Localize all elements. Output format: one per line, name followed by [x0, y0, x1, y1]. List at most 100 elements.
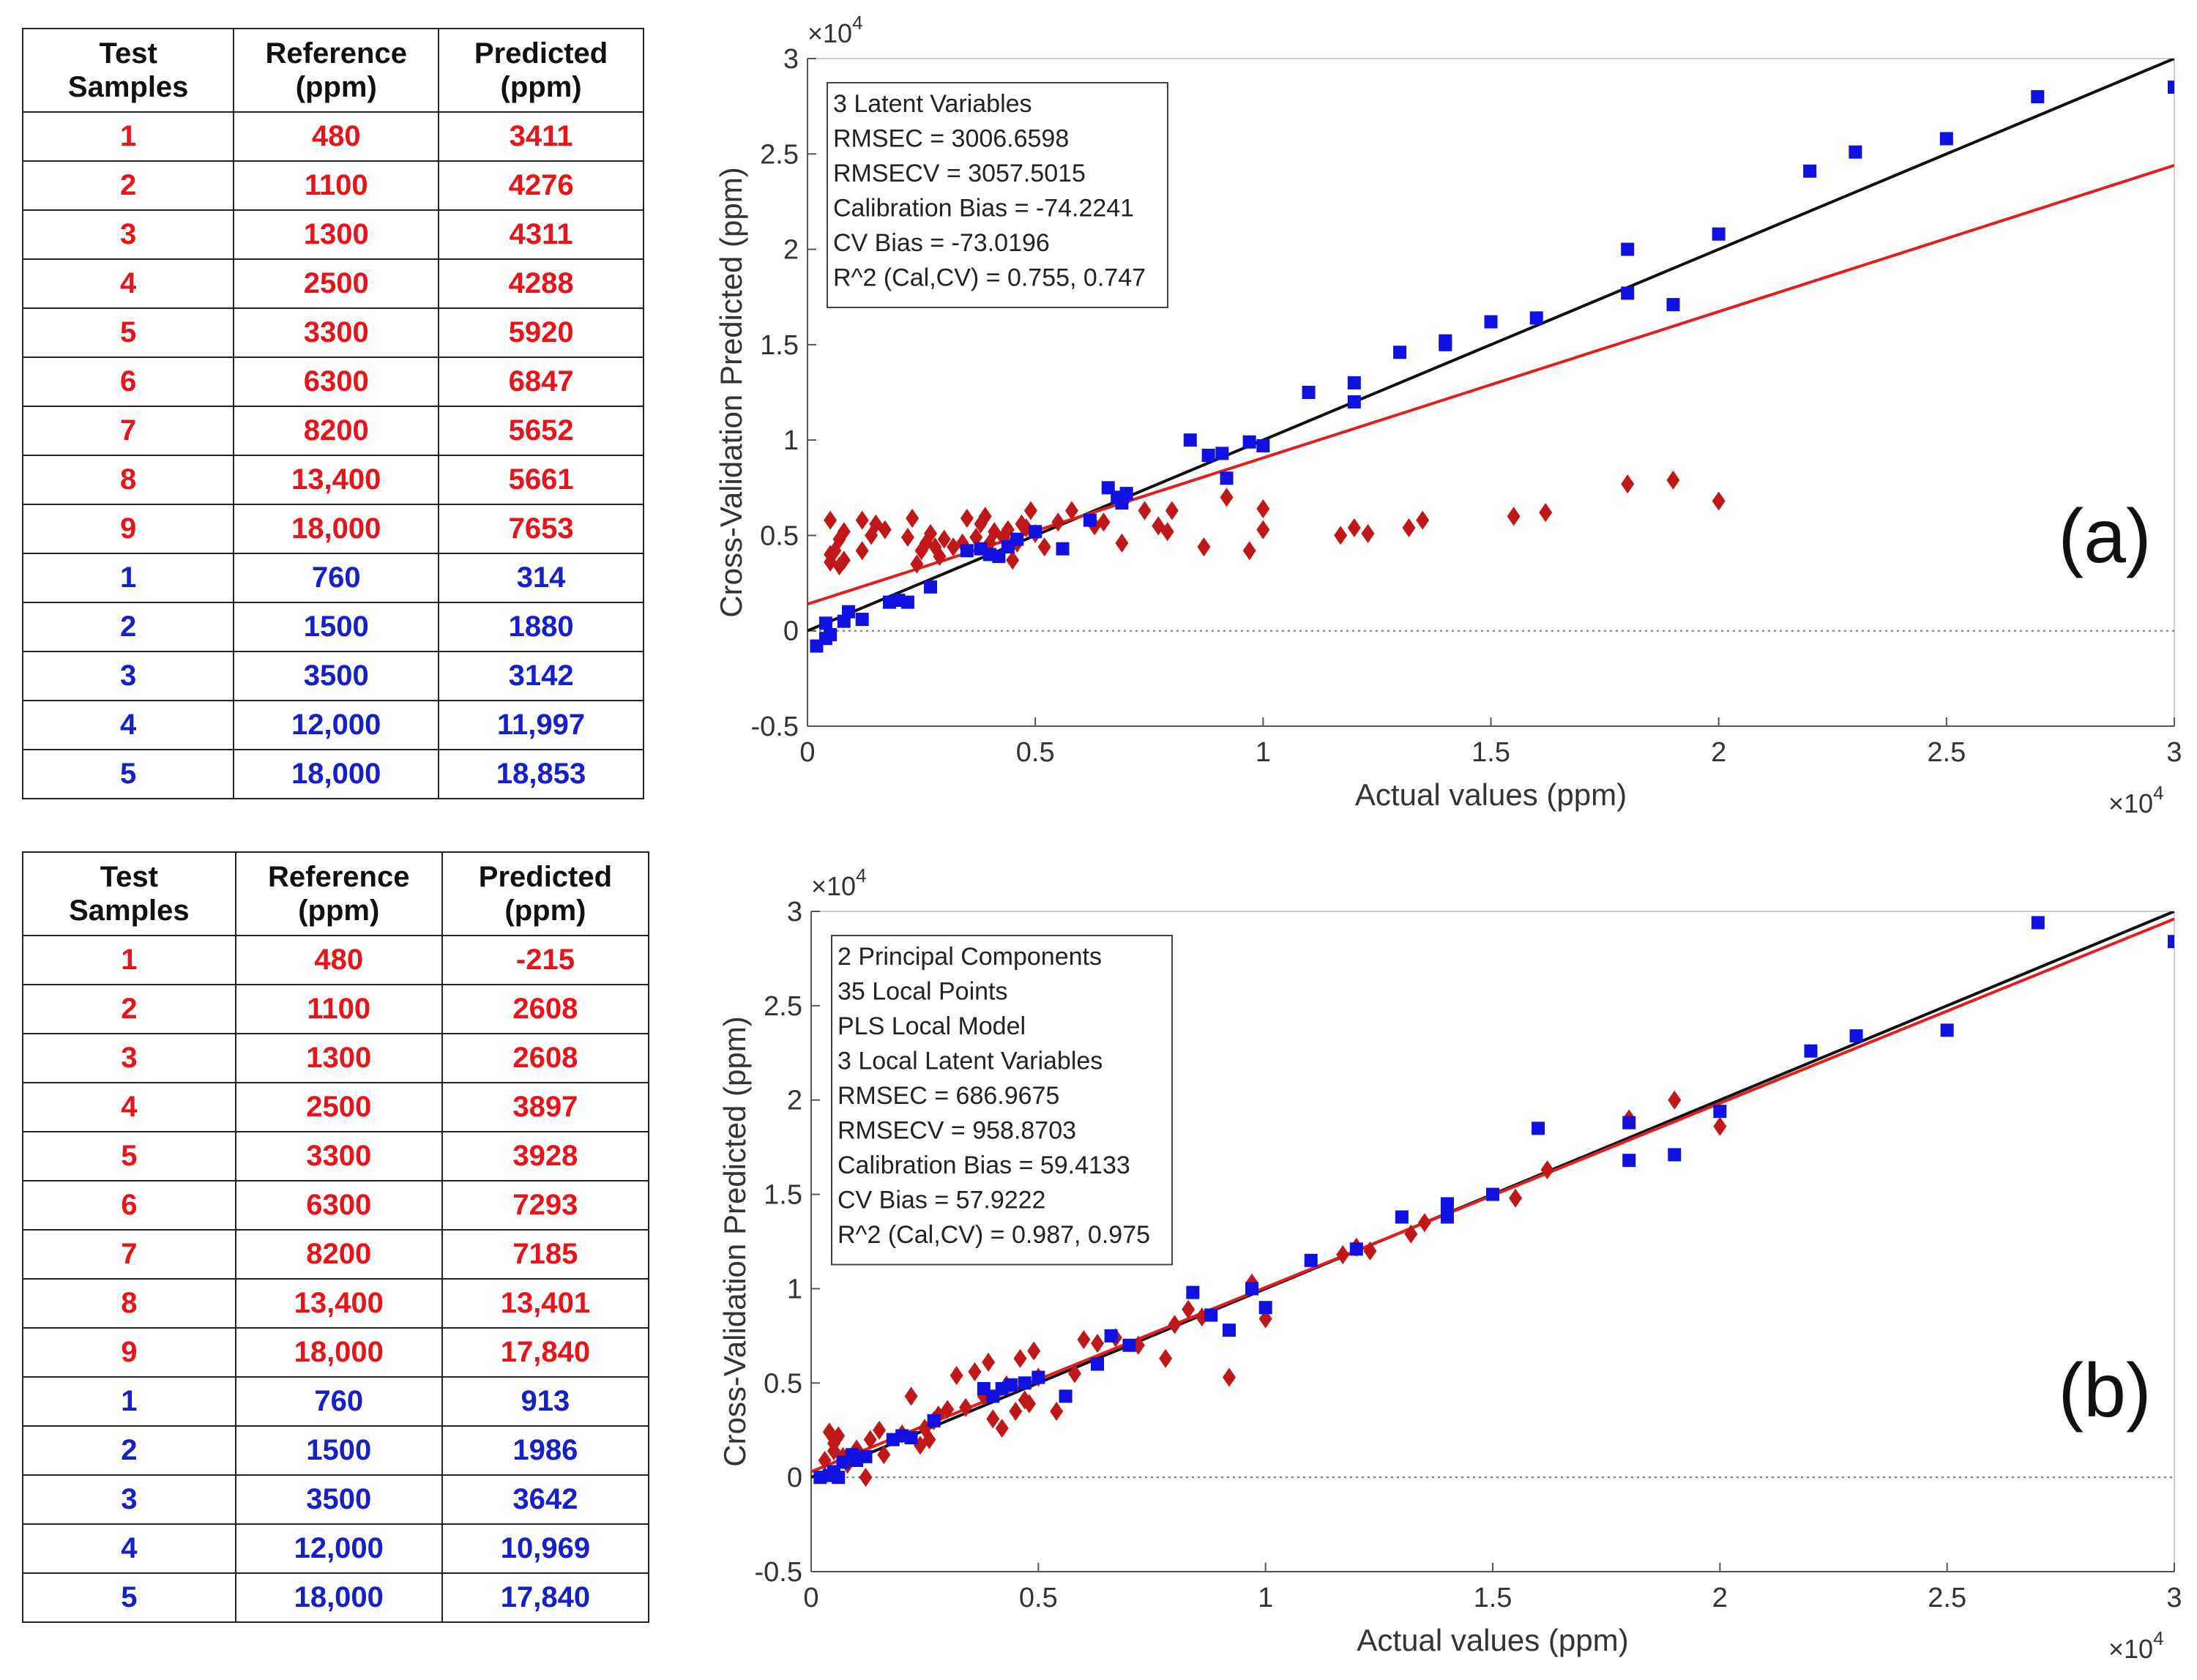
header-test-samples: Test Samples [21, 28, 235, 113]
cell-reference: 1300 [233, 209, 440, 260]
data-point-square [1201, 448, 1215, 462]
y-tick-label: 2.5 [760, 139, 799, 170]
table-row: 4 2500 3897 [22, 1082, 650, 1132]
cell-sample: 7 [22, 1229, 236, 1280]
header-reference: Reference (ppm) [233, 28, 440, 113]
cell-predicted: 913 [441, 1376, 650, 1427]
data-point-diamond [1009, 1401, 1023, 1421]
data-point-diamond [1347, 518, 1361, 538]
series-red-diamond [818, 1090, 1727, 1487]
cell-reference: 13,400 [233, 455, 440, 505]
x-tick-label: 2.5 [1928, 1583, 1966, 1613]
data-point-diamond [1416, 510, 1430, 530]
cell-sample: 9 [22, 1327, 236, 1378]
table-row: 7 8200 7185 [22, 1229, 650, 1280]
data-point-diamond [960, 508, 974, 528]
data-point-diamond [1138, 501, 1152, 520]
data-point-square [1183, 433, 1197, 447]
data-point-diamond [1197, 537, 1211, 557]
stats-line: 3 Local Latent Variables [838, 1048, 1103, 1075]
data-point-square [832, 1471, 846, 1485]
table-row: 2 1500 1986 [22, 1425, 650, 1476]
cell-sample: 5 [22, 1572, 236, 1623]
chart-panel-1: 0 0.5 1 1.5 2 2.5 3-0.500.511.522.53×104×104Ac… [717, 865, 2182, 1664]
cell-predicted: 3411 [438, 111, 644, 162]
x-tick-label: 3 [2166, 1583, 2182, 1613]
data-point-square [1347, 395, 1361, 409]
table-row: 1 480 3411 [21, 111, 644, 162]
data-point-square [818, 616, 832, 630]
data-point-square [1622, 1116, 1636, 1130]
cell-sample: 2 [22, 1425, 236, 1476]
cell-predicted: 17,840 [441, 1327, 650, 1378]
cell-predicted: 18,853 [438, 749, 644, 799]
data-point-diamond [832, 1426, 846, 1446]
y-tick-label: 2.5 [764, 991, 802, 1022]
data-point-diamond [877, 1445, 891, 1465]
data-point-diamond [904, 1386, 918, 1406]
data-point-square [1713, 1105, 1727, 1119]
cell-reference: 6300 [233, 356, 440, 407]
cell-sample: 3 [21, 651, 235, 701]
x-multiplier: ×104 [2108, 1627, 2164, 1664]
data-point-square [1104, 1329, 1118, 1343]
data-point-diamond [1540, 1160, 1554, 1180]
table-row: 9 18,000 17,840 [22, 1327, 650, 1378]
data-point-diamond [1159, 1348, 1173, 1368]
data-point-diamond [824, 510, 838, 530]
table-row: 3 3500 3142 [21, 651, 644, 701]
cell-reference: 760 [234, 1376, 443, 1427]
table-row: 2 1100 4276 [21, 160, 644, 211]
data-point-diamond [1160, 522, 1174, 542]
data-point-square [1010, 532, 1024, 546]
cell-reference: 12,000 [233, 700, 440, 750]
data-point-diamond [1064, 501, 1078, 520]
data-point-diamond [1417, 1213, 1431, 1233]
data-point-diamond [837, 522, 851, 542]
cell-predicted: 4276 [438, 160, 644, 211]
data-point-square [1712, 227, 1726, 241]
data-point-square [1122, 1338, 1136, 1352]
series-red-diamond [824, 470, 1726, 576]
data-point-square [924, 580, 938, 594]
data-point-diamond [950, 1365, 963, 1385]
y-tick-label: 2 [783, 235, 799, 266]
cell-predicted: 7653 [438, 504, 644, 554]
data-point-diamond [1363, 1241, 1377, 1261]
cell-sample: 8 [21, 455, 235, 505]
x-tick-label: 1.5 [1471, 737, 1510, 768]
stats-line: 35 Local Points [838, 978, 1008, 1006]
data-point-diamond [924, 523, 938, 543]
cell-sample: 6 [22, 1180, 236, 1231]
cell-reference: 1500 [233, 602, 440, 652]
data-point-diamond [959, 1397, 973, 1417]
data-point-diamond [1006, 550, 1020, 570]
data-point-square [859, 1449, 873, 1463]
table-row: 3 3500 3642 [22, 1474, 650, 1525]
data-point-diamond [1242, 541, 1256, 561]
data-point-diamond [1336, 1245, 1350, 1265]
data-point-square [1622, 1154, 1636, 1168]
data-point-square [1439, 334, 1452, 348]
cell-sample: 3 [22, 1033, 236, 1083]
stats-box [831, 935, 1173, 1266]
cell-predicted: 3642 [441, 1474, 650, 1525]
cell-reference: 18,000 [234, 1327, 443, 1378]
stats-line: 2 Principal Components [838, 943, 1102, 971]
table-row: 2 1500 1880 [21, 602, 644, 652]
data-point-diamond [1713, 1116, 1727, 1136]
data-point-diamond [933, 547, 947, 567]
cell-sample: 5 [21, 307, 235, 358]
y-multiplier: ×104 [807, 12, 863, 48]
data-point-diamond [859, 1468, 873, 1487]
data-point-diamond [910, 554, 924, 574]
y-tick-label: 0 [787, 1463, 802, 1493]
x-tick-label: 2 [1711, 737, 1726, 768]
y-tick-label: -0.5 [755, 1557, 802, 1588]
data-point-diamond [900, 528, 914, 548]
table-row: 8 13,400 5661 [21, 455, 644, 505]
y-tick-label: 1.5 [764, 1180, 802, 1211]
cell-predicted: 11,997 [438, 700, 644, 750]
data-point-diamond [1050, 1401, 1064, 1421]
data-point-square [842, 605, 856, 619]
